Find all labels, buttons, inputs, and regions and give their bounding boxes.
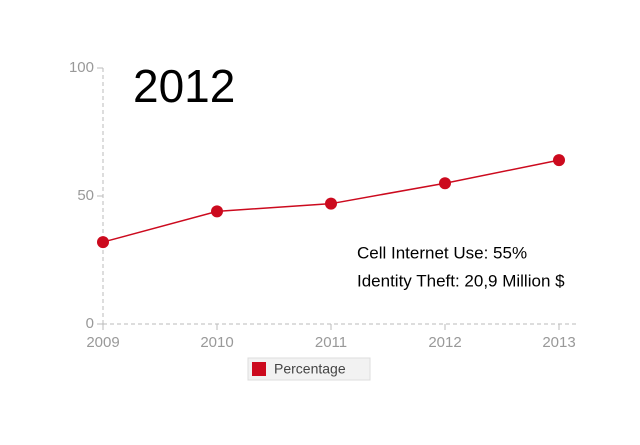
y-tick-label: 0 <box>86 315 94 332</box>
chart-title: 2012 <box>133 60 235 112</box>
x-tick-label: 2012 <box>428 334 461 351</box>
annotation: Cell Internet Use: 55% <box>357 243 527 262</box>
x-tick-label: 2009 <box>86 334 119 351</box>
legend-label: Percentage <box>274 361 346 377</box>
point <box>439 177 451 190</box>
legend-swatch <box>252 362 266 376</box>
legend-box <box>247 357 371 381</box>
point <box>325 197 337 210</box>
x-tick-label: 2011 <box>315 334 347 351</box>
y-tick-label: 50 <box>77 187 94 204</box>
annotation: Identity Theft: 20,9 Million $ <box>357 271 565 290</box>
point <box>97 236 109 249</box>
point <box>211 205 223 218</box>
x-tick-label: 2013 <box>542 334 575 351</box>
point <box>553 154 565 167</box>
y-tick-label: 100 <box>69 59 94 76</box>
x-tick-label: 2010 <box>200 334 233 351</box>
